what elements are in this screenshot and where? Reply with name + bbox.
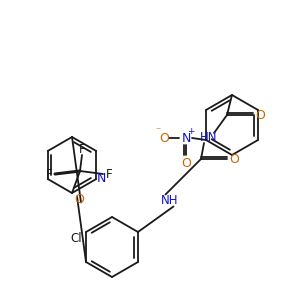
Text: HN: HN bbox=[200, 130, 218, 143]
Text: N: N bbox=[97, 173, 106, 185]
Text: Cl: Cl bbox=[70, 232, 82, 246]
Text: F: F bbox=[106, 168, 112, 181]
Text: O: O bbox=[181, 157, 191, 169]
Text: NH: NH bbox=[161, 194, 178, 207]
Text: O: O bbox=[229, 153, 239, 165]
Text: F: F bbox=[79, 142, 85, 156]
Text: F: F bbox=[46, 168, 52, 181]
Text: O: O bbox=[255, 108, 265, 122]
Text: O: O bbox=[74, 193, 84, 206]
Text: +: + bbox=[187, 126, 195, 135]
Text: ⁻: ⁻ bbox=[156, 126, 161, 136]
Text: N: N bbox=[181, 131, 191, 145]
Text: O: O bbox=[159, 131, 169, 145]
